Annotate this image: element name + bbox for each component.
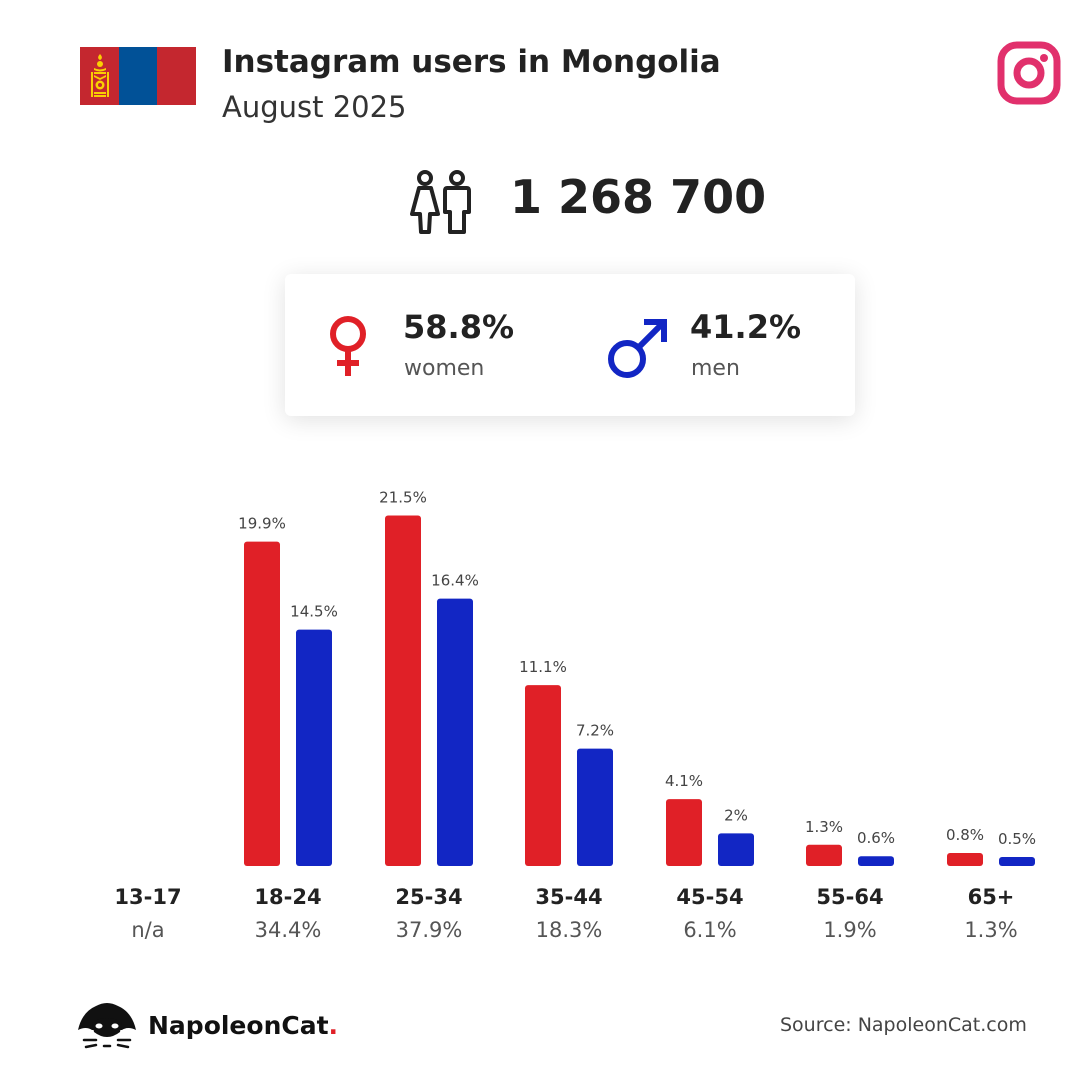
men-percent: 41.2% <box>690 308 802 346</box>
age-group-total: 1.3% <box>964 918 1018 942</box>
male-symbol-icon <box>608 319 667 378</box>
age-group-label: 55-64 <box>816 885 884 909</box>
instagram-icon <box>997 41 1061 105</box>
napoleoncat-logo-icon <box>78 1003 136 1049</box>
gender-card: 58.8% women 41.2% men <box>285 274 855 416</box>
bar-value-label-men-55-64: 0.6% <box>857 829 895 847</box>
bar-women-65+ <box>947 852 983 866</box>
bar-value-label-women-25-34: 21.5% <box>379 489 427 507</box>
age-group-total: 34.4% <box>254 918 322 942</box>
age-group-total: n/a <box>131 918 165 942</box>
brand-name: NapoleonCat. <box>148 1011 339 1040</box>
bar-women-35-44 <box>525 685 561 866</box>
bar-value-label-men-25-34: 16.4% <box>431 572 479 590</box>
bar-value-label-women-45-54: 4.1% <box>665 772 703 790</box>
age-group-label: 45-54 <box>676 885 744 909</box>
age-group-label: 65+ <box>967 885 1015 909</box>
bar-value-label-men-35-44: 7.2% <box>576 722 614 740</box>
bar-men-18-24 <box>296 629 332 866</box>
female-symbol-icon <box>330 316 366 376</box>
mongolia-flag-icon <box>80 47 197 105</box>
age-group-label: 13-17 <box>114 885 182 909</box>
men-label: men <box>691 356 740 381</box>
women-percent: 58.8% <box>403 308 515 346</box>
page-subtitle: August 2025 <box>222 90 407 124</box>
bar-men-45-54 <box>718 833 754 866</box>
bar-men-35-44 <box>577 748 613 866</box>
bar-value-label-men-65+: 0.5% <box>998 830 1036 848</box>
total-users-value: 1 268 700 <box>510 170 767 224</box>
women-label: women <box>404 356 485 381</box>
age-group-label: 18-24 <box>254 885 322 909</box>
age-group-total: 1.9% <box>823 918 877 942</box>
people-icon <box>410 170 471 234</box>
bar-value-label-women-18-24: 19.9% <box>238 515 286 533</box>
bar-women-45-54 <box>666 799 702 866</box>
bar-women-18-24 <box>244 541 280 866</box>
age-gender-bar-chart: 19.9% 14.5% 21.5% 16.4% 11.1% 7.2% 4.1% 2% 1.3% 0… <box>238 489 1036 866</box>
bar-value-label-women-65+: 0.8% <box>946 826 984 844</box>
bar-women-25-34 <box>385 515 421 866</box>
bar-value-label-women-35-44: 11.1% <box>519 658 567 676</box>
bar-value-label-women-55-64: 1.3% <box>805 818 843 836</box>
bar-value-label-men-18-24: 14.5% <box>290 603 338 621</box>
soyombo-icon <box>91 54 109 97</box>
bar-women-55-64 <box>806 844 842 866</box>
age-group-total: 18.3% <box>535 918 603 942</box>
age-group-total: 37.9% <box>395 918 463 942</box>
page-title: Instagram users in Mongolia <box>222 44 721 80</box>
source-text: Source: NapoleonCat.com <box>780 1014 1027 1036</box>
bar-men-65+ <box>999 857 1035 866</box>
bar-value-label-men-45-54: 2% <box>724 806 748 824</box>
age-group-total: 6.1% <box>683 918 737 942</box>
bar-men-55-64 <box>858 856 894 866</box>
age-group-label: 25-34 <box>395 885 463 909</box>
bar-men-25-34 <box>437 598 473 866</box>
age-group-label: 35-44 <box>535 885 603 909</box>
